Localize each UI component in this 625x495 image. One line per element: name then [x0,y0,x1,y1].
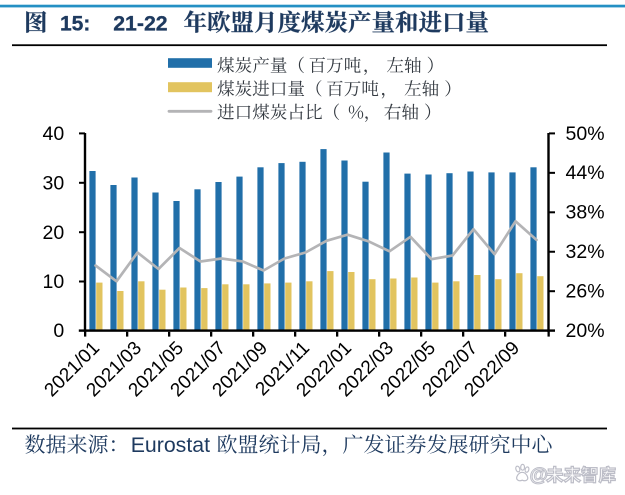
svg-text:40: 40 [42,123,64,145]
svg-text:21-22: 21-22 [113,12,167,36]
svg-text:0: 0 [53,320,64,342]
svg-text:15:: 15: [60,13,90,36]
svg-text:50%: 50% [566,123,605,145]
svg-text:30: 30 [42,172,64,194]
svg-text:44%: 44% [566,162,605,184]
svg-text:10: 10 [42,271,64,293]
svg-text:@: @ [530,465,549,486]
svg-text:26%: 26% [566,281,605,303]
svg-text:20: 20 [42,222,64,244]
svg-text:Eurostat: Eurostat [131,433,210,457]
svg-text:32%: 32% [566,241,605,263]
svg-text:38%: 38% [566,202,605,224]
svg-text:20%: 20% [566,320,605,342]
